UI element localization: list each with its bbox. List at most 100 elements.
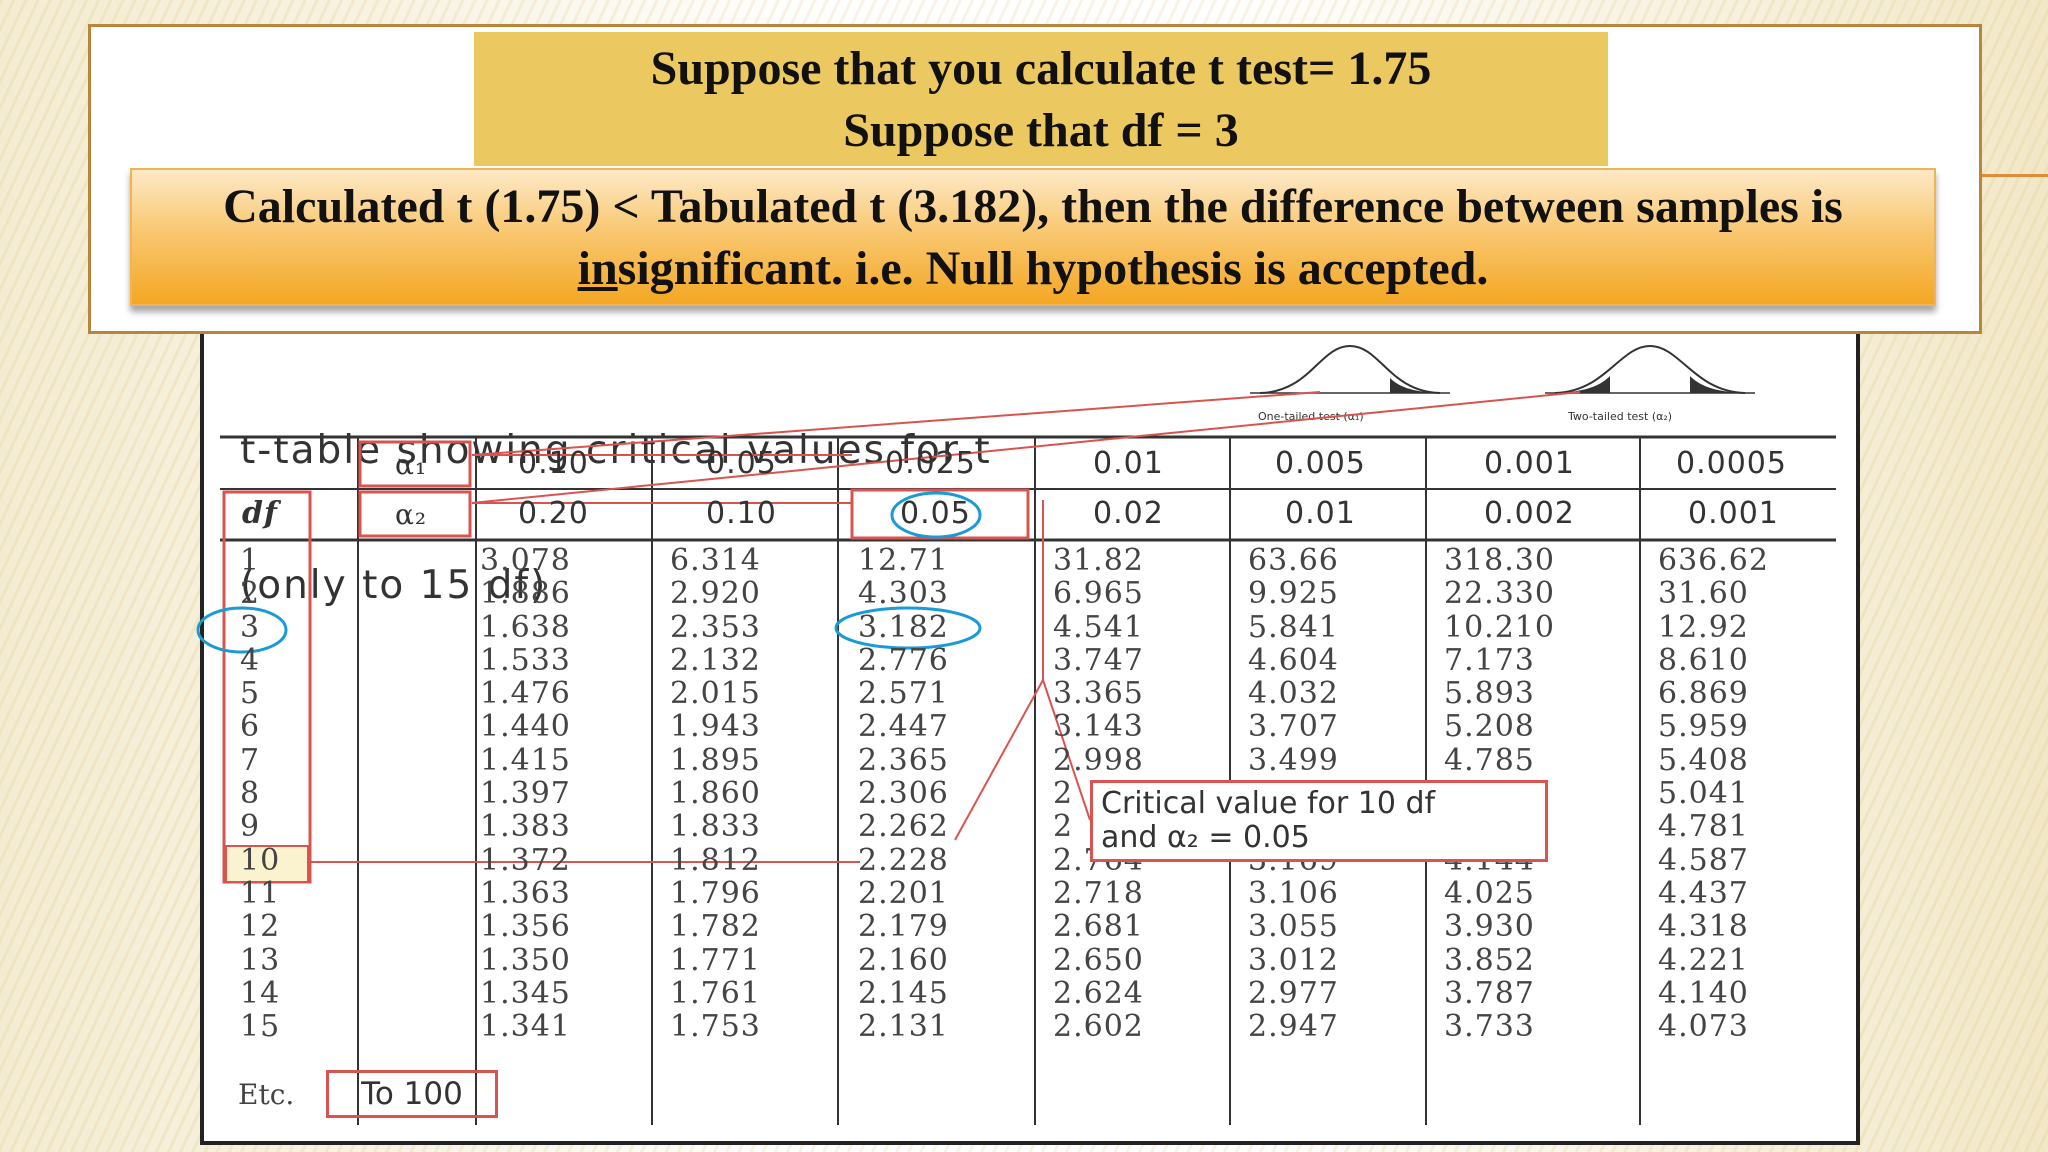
table-cell: 10.210	[1444, 609, 1555, 645]
table-cell: 3.365	[1053, 676, 1144, 712]
table-cell: 1.753	[670, 1009, 761, 1045]
one-tailed-curve-icon	[1250, 344, 1450, 394]
table-cell: 31.82	[1053, 543, 1144, 578]
table-cell: 6.869	[1658, 676, 1749, 712]
table-cell: 2.015	[670, 676, 761, 712]
df-value: 3	[240, 609, 261, 645]
table-cell: 5.208	[1444, 709, 1535, 745]
alpha2-label-box	[358, 490, 472, 538]
table-cell: 1.350	[480, 942, 571, 978]
table-cell: 5.841	[1248, 609, 1339, 645]
conclusion-rest: significant. i.e. Null hypothesis is acc…	[617, 242, 1489, 295]
df-value: 10	[240, 842, 281, 878]
table-cell: 318.30	[1444, 543, 1555, 578]
conclusion-line1: Calculated t (1.75) < Tabulated t (3.182…	[223, 180, 1843, 233]
one-tailed-caption: One-tailed test (α₁)	[1258, 410, 1364, 423]
table-cell: 31.60	[1658, 576, 1749, 612]
col-005-connector	[954, 679, 1044, 841]
note-connector	[1042, 679, 1091, 821]
table-cell: 2.947	[1248, 1009, 1339, 1045]
df-value: 15	[240, 1009, 281, 1045]
alpha2-value: 0.10	[706, 496, 777, 531]
t-table-title-line2: (only to 15 df)	[240, 563, 548, 608]
table-cell: 5.041	[1658, 776, 1749, 812]
table-cell: 4.587	[1658, 842, 1749, 878]
df-value: 11	[240, 875, 281, 911]
table-cell: 2.602	[1053, 1009, 1144, 1045]
table-cell: 1.812	[670, 842, 761, 878]
df-value: 7	[240, 742, 261, 778]
critical-note-line1: Critical value for 10 df	[1101, 786, 1436, 821]
conclusion-box: Calculated t (1.75) < Tabulated t (3.182…	[130, 168, 1936, 306]
table-cell: 2.718	[1053, 875, 1144, 911]
table-cell: 1.943	[670, 709, 761, 745]
critical-note-line2: and α₂ = 0.05	[1101, 820, 1310, 855]
table-cell: 12.71	[858, 543, 949, 578]
table-cell: 1.415	[480, 742, 571, 778]
table-cell: 2.681	[1053, 909, 1144, 945]
table-cell: 1.356	[480, 909, 571, 945]
table-cell: 2.571	[858, 676, 949, 712]
table-cell: 4.073	[1658, 1009, 1749, 1045]
table-cell: 2	[1053, 776, 1074, 812]
table-cell: 3.055	[1248, 909, 1339, 945]
table-cell: 3.106	[1248, 875, 1339, 911]
table-cell: 1.440	[480, 709, 571, 745]
table-cell: 2.920	[670, 576, 761, 612]
df-10-highlight	[225, 845, 309, 883]
alpha1-value: 0.001	[1484, 446, 1575, 481]
table-cell: 3.143	[1053, 709, 1144, 745]
alpha2-label: α₂	[395, 498, 428, 531]
table-cell: 636.62	[1658, 543, 1769, 578]
to-100-label: To 100	[326, 1070, 498, 1118]
alpha1-value: 0.10	[518, 446, 589, 481]
alpha1-value: 0.01	[1093, 446, 1164, 481]
table-cell: 2.447	[858, 709, 949, 745]
table-cell: 3.012	[1248, 942, 1339, 978]
table-cell: 3.182	[858, 609, 949, 645]
table-cell: 1.771	[670, 942, 761, 978]
table-cell: 2	[1053, 809, 1074, 845]
value-column: 636.62 31.60 12.92 8.610 6.869 5.959 5.408 5.04…	[1658, 543, 1769, 1045]
table-cell: 1.895	[670, 742, 761, 778]
table-cell: 2.201	[858, 875, 949, 911]
table-cell: 1.397	[480, 776, 571, 812]
table-cell: 2.353	[670, 609, 761, 645]
table-cell: 3.747	[1053, 642, 1144, 678]
table-cell: 2.977	[1248, 975, 1339, 1011]
table-cell: 3.733	[1444, 1009, 1535, 1045]
table-cell: 2.365	[858, 742, 949, 778]
table-cell: 4.221	[1658, 942, 1749, 978]
connector-line	[471, 391, 1321, 456]
table-cell: 1.533	[480, 642, 571, 678]
table-cell: 3.930	[1444, 909, 1535, 945]
alpha2-value: 0.02	[1093, 496, 1164, 531]
table-cell: 1.372	[480, 842, 571, 878]
table-cell: 4.541	[1053, 609, 1144, 645]
df-value: 4	[240, 642, 261, 678]
conclusion-line2: insignificant. i.e. Null hypothesis is a…	[132, 238, 1934, 300]
table-cell: 4.437	[1658, 875, 1749, 911]
value-column: 6.314 2.920 2.353 2.132 2.015 1.943 1.895 1.860…	[670, 544, 761, 1045]
table-cell: 4.303	[858, 576, 949, 612]
table-cell: 8.610	[1658, 642, 1749, 678]
table-cell: 12.92	[1658, 609, 1749, 645]
table-cell: 3.707	[1248, 709, 1339, 745]
alpha-005-circle	[890, 491, 982, 539]
table-cell: 4.025	[1444, 875, 1535, 911]
table-cell: 2.998	[1053, 742, 1144, 778]
table-cell: 7.173	[1444, 642, 1535, 678]
alpha1-value: 0.005	[1275, 446, 1366, 481]
table-cell: 1.345	[480, 975, 571, 1011]
table-cell: 1.363	[480, 875, 571, 911]
value-3182-circle	[834, 606, 982, 650]
table-cell: 9.925	[1248, 576, 1339, 612]
table-cell: 5.408	[1658, 742, 1749, 778]
table-cell: 1.796	[670, 875, 761, 911]
alpha2-value: 0.05	[900, 496, 971, 531]
table-cell: 1.761	[670, 975, 761, 1011]
table-cell: 2.306	[858, 776, 949, 812]
table-cell: 1.638	[480, 609, 571, 645]
df-header: df	[242, 496, 278, 531]
alpha1-value: 0.025	[885, 446, 976, 481]
